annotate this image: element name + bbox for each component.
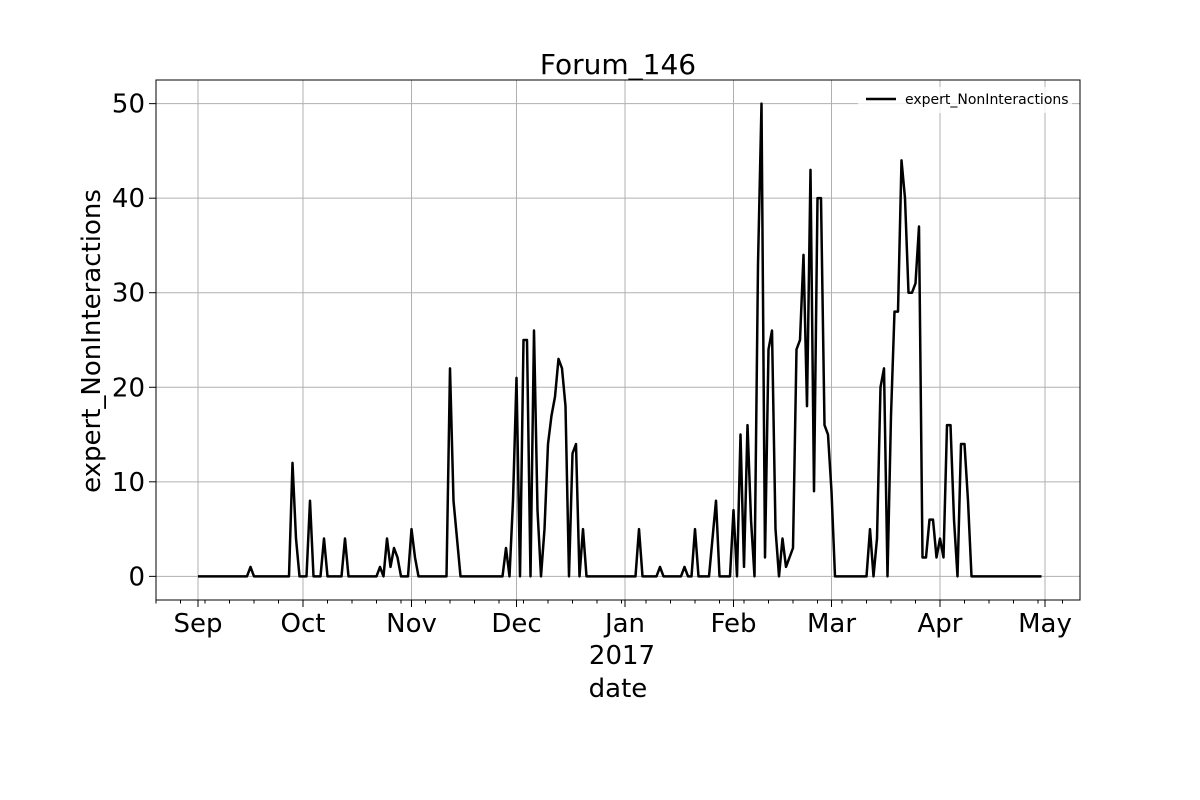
x-tick-label: Sep	[173, 609, 222, 639]
y-axis-title: expert_NonInteractions	[77, 189, 107, 493]
series-line	[198, 102, 1042, 578]
x-tick-label: Feb	[710, 609, 756, 639]
y-tick-label: 50	[112, 90, 145, 120]
x-axis-title: date	[589, 674, 648, 704]
y-tick-label: 20	[112, 373, 145, 403]
chart-title: Forum_146	[540, 48, 696, 81]
x-tick-label: Jan	[603, 609, 645, 639]
axes-ticks: Sep Oct Nov Dec Jan Feb Mar Apr May 0 10 20 30 40 50	[112, 90, 1072, 639]
x-tick-label: Nov	[386, 609, 437, 639]
y-tick-label: 40	[112, 184, 145, 214]
y-tick-label: 10	[112, 468, 145, 498]
x-tick-label: Mar	[807, 609, 856, 639]
y-tick-label: 0	[128, 562, 145, 592]
series-layer	[198, 102, 1042, 578]
legend-label: expert_NonInteractions	[905, 92, 1069, 108]
plot-frame	[155, 79, 1081, 601]
grid	[156, 80, 1080, 600]
y-tick-label: 30	[112, 279, 145, 309]
x-axis-year-label: 2017	[589, 641, 655, 671]
x-tick-label: Dec	[491, 609, 541, 639]
legend: expert_NonInteractions	[858, 87, 1072, 113]
x-tick-label: Apr	[918, 609, 963, 639]
x-tick-label: Oct	[281, 609, 326, 639]
x-tick-label: May	[1018, 609, 1072, 639]
